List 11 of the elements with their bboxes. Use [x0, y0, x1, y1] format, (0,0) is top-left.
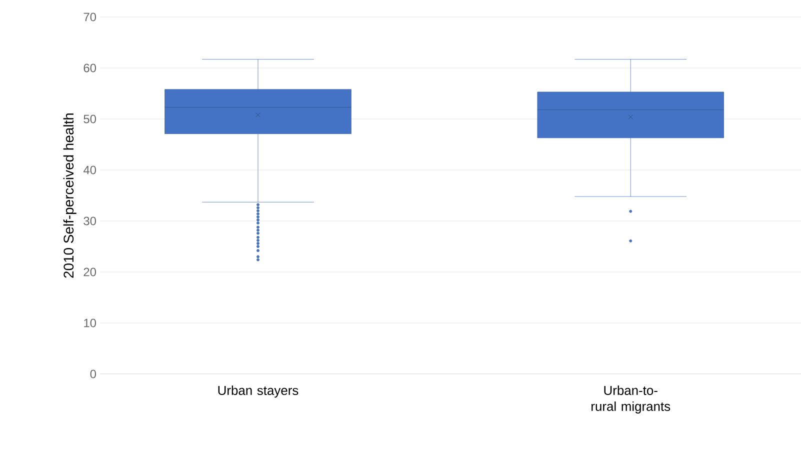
y-tick-label: 20 [84, 268, 96, 276]
y-tick-label: 10 [84, 318, 96, 328]
x-tick-label: Urban stayers [218, 386, 298, 398]
y-tick-label: 40 [83, 166, 96, 174]
y-tick-label: 0 [90, 370, 96, 378]
y-tick-label: 70 [84, 12, 96, 22]
y-tick-label: 30 [84, 216, 96, 226]
x-tick-label: Urban-to-rural migrants [592, 386, 670, 414]
y-tick-label: 50 [84, 114, 96, 124]
y-tick-label: 60 [84, 64, 96, 72]
y-axis-title: 2010 Self-perceived health [63, 113, 76, 278]
